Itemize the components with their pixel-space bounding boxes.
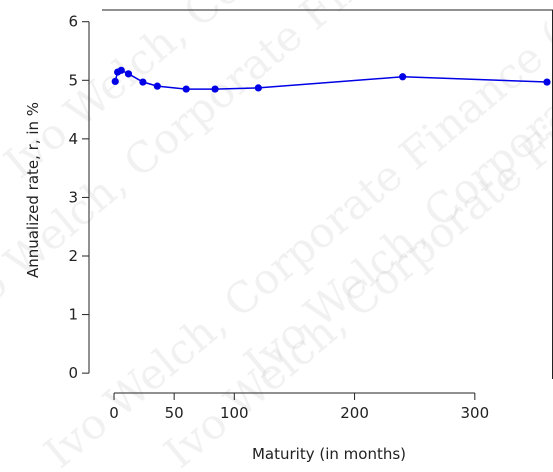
data-point bbox=[254, 84, 262, 92]
data-point bbox=[111, 77, 119, 86]
data-point bbox=[139, 78, 147, 86]
data-point bbox=[399, 73, 407, 81]
x-tick-label: 50 bbox=[165, 404, 184, 422]
data-point bbox=[543, 78, 551, 86]
data-point bbox=[124, 70, 133, 78]
y-tick-label: 4 bbox=[68, 130, 78, 148]
data-point bbox=[182, 85, 190, 93]
x-tick-label: 200 bbox=[340, 404, 369, 422]
data-point bbox=[153, 82, 161, 90]
series-layer bbox=[111, 66, 551, 93]
y-tick-label: 3 bbox=[68, 188, 78, 206]
x-tick-label: 300 bbox=[461, 404, 490, 422]
x-axis-title: Maturity (in months) bbox=[252, 445, 406, 463]
y-tick-label: 2 bbox=[68, 247, 78, 265]
y-tick-label: 5 bbox=[68, 71, 78, 89]
x-tick-label: 100 bbox=[220, 404, 249, 422]
data-point bbox=[211, 85, 219, 93]
x-tick-label: 0 bbox=[109, 404, 119, 422]
y-axis-title: Annualized rate, r, in % bbox=[24, 102, 42, 278]
y-tick-label: 1 bbox=[68, 306, 78, 324]
y-tick-label: 0 bbox=[68, 364, 78, 382]
y-tick-label: 6 bbox=[68, 13, 78, 31]
data-point bbox=[117, 66, 125, 74]
axes-layer: 0 1 2 3 4 5 6 0 50 100 200 300 bbox=[68, 9, 553, 422]
